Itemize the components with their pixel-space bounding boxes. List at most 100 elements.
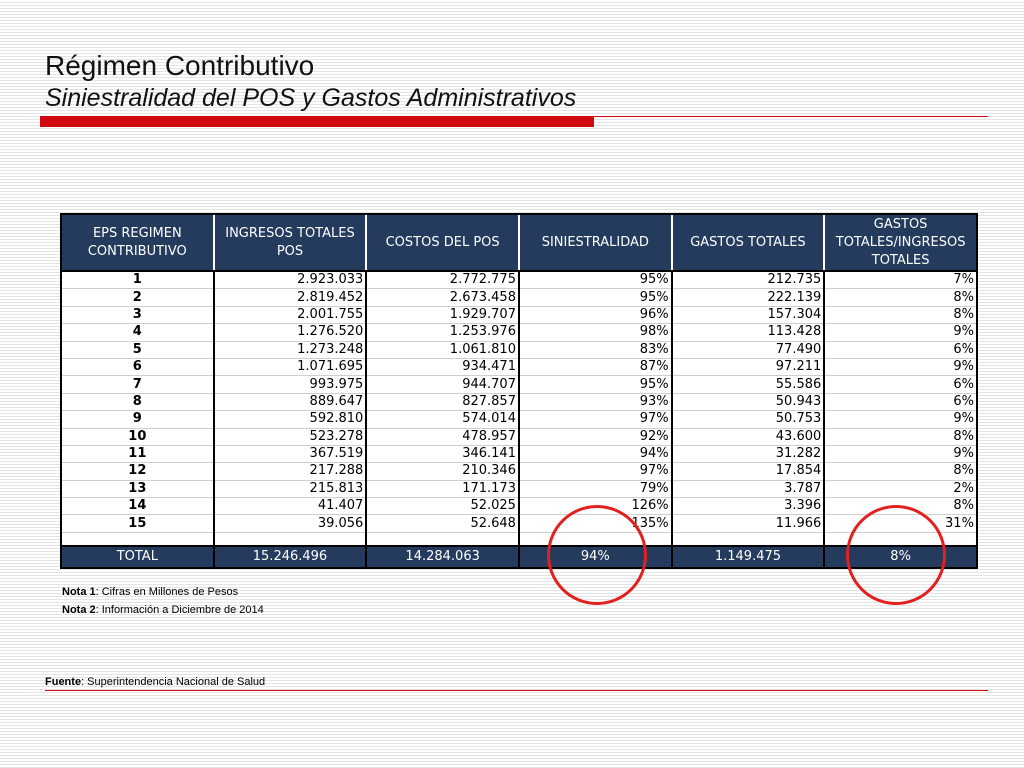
table-cell: 592.810 (212, 410, 367, 429)
header-siniestralidad: SINIESTRALIDAD (517, 213, 672, 272)
table-cell: 1.276.520 (212, 323, 367, 342)
eps-table-container: EPS REGIMEN CONTRIBUTIVO INGRESOS TOTALE… (60, 213, 978, 569)
table-row: 7 993.975 944.707 95% 55.586 6% (60, 375, 978, 394)
table-row: 11 367.519 346.141 94% 31.282 9% (60, 445, 978, 464)
table-cell: 1 (60, 271, 214, 290)
table-cell: 9 (60, 410, 214, 429)
table-cell: 93% (517, 393, 672, 412)
header-eps: EPS REGIMEN CONTRIBUTIVO (60, 213, 214, 272)
table-cell: 1.273.248 (212, 341, 367, 359)
table-row: 4 1.276.520 1.253.976 98% 113.428 9% (60, 323, 978, 342)
table-cell: 993.975 (212, 375, 367, 394)
table-cell: 827.857 (365, 393, 519, 412)
table-cell: 52.648 (365, 514, 519, 533)
table-cell: 2% (823, 480, 978, 499)
note-1-label: Nota 1 (62, 586, 96, 598)
table-cell: 98% (517, 323, 672, 342)
slide-subtitle: Siniestralidad del POS y Gastos Administ… (45, 84, 577, 112)
table-cell: 52.025 (365, 497, 519, 516)
table-cell: 2.001.755 (212, 306, 367, 325)
table-cell: 83% (517, 341, 672, 359)
header-gastos-ingresos: GASTOS TOTALES/INGRESOS TOTALES (823, 213, 978, 272)
table-cell: 8% (823, 428, 978, 446)
table-spacer-cell (60, 532, 214, 547)
table-cell: 2.673.458 (365, 288, 519, 307)
eps-table: EPS REGIMEN CONTRIBUTIVO INGRESOS TOTALE… (60, 213, 978, 569)
table-cell: 215.813 (212, 480, 367, 499)
table-cell: 944.707 (365, 375, 519, 394)
table-cell: 574.014 (365, 410, 519, 429)
table-cell: 6% (823, 341, 978, 359)
highlight-circle-siniestralidad (547, 505, 647, 605)
header-ingresos: INGRESOS TOTALES POS (212, 213, 367, 272)
title-accent-line (594, 116, 988, 117)
table-cell: 92% (517, 428, 672, 446)
table-cell: 157.304 (670, 306, 825, 325)
table-cell: 17.854 (670, 462, 825, 481)
table-cell: 934.471 (365, 358, 519, 377)
total-cell: 14.284.063 (365, 544, 519, 569)
table-cell: 171.173 (365, 480, 519, 499)
table-cell: 97.211 (670, 358, 825, 377)
note-1-text: : Cifras en Millones de Pesos (95, 586, 239, 598)
table-cell: 39.056 (212, 514, 367, 533)
table-cell: 2.923.033 (212, 271, 367, 290)
table-cell: 8 (60, 393, 214, 412)
table-row: 13 215.813 171.173 79% 3.787 2% (60, 480, 978, 499)
header-costos: COSTOS DEL POS (365, 213, 519, 272)
table-cell: 5 (60, 341, 214, 359)
table-cell: 87% (517, 358, 672, 377)
table-cell: 1.929.707 (365, 306, 519, 325)
highlight-circle-gastos-ingresos (846, 505, 946, 605)
table-cell: 222.139 (670, 288, 825, 307)
table-cell: 55.586 (670, 375, 825, 394)
table-row: 5 1.273.248 1.061.810 83% 77.490 6% (60, 341, 978, 359)
table-cell: 4 (60, 323, 214, 342)
table-row: 8 889.647 827.857 93% 50.943 6% (60, 393, 978, 412)
table-cell: 7 (60, 375, 214, 394)
table-cell: 3.396 (670, 497, 825, 516)
table-spacer-cell (365, 532, 519, 547)
source-note: Fuente: Superintendencia Nacional de Sal… (45, 676, 265, 688)
table-cell: 113.428 (670, 323, 825, 342)
table-cell: 11 (60, 445, 214, 464)
note-1: Nota 1: Cifras en Millones de Pesos (62, 586, 238, 598)
table-cell: 43.600 (670, 428, 825, 446)
table-cell: 96% (517, 306, 672, 325)
table-spacer-cell (670, 532, 825, 547)
table-cell: 94% (517, 445, 672, 464)
table-cell: 210.346 (365, 462, 519, 481)
table-row: 12 217.288 210.346 97% 17.854 8% (60, 462, 978, 481)
table-row: 9 592.810 574.014 97% 50.753 9% (60, 410, 978, 429)
table-spacer-row (60, 532, 978, 547)
table-cell: 95% (517, 288, 672, 307)
table-cell: 79% (517, 480, 672, 499)
source-text: : Superintendencia Nacional de Salud (81, 676, 266, 688)
table-cell: 14 (60, 497, 214, 516)
table-cell: 346.141 (365, 445, 519, 464)
table-header-row: EPS REGIMEN CONTRIBUTIVO INGRESOS TOTALE… (60, 213, 978, 272)
table-row: 1 2.923.033 2.772.775 95% 212.735 7% (60, 271, 978, 290)
table-cell: 95% (517, 375, 672, 394)
table-cell: 9% (823, 410, 978, 429)
table-cell: 8% (823, 462, 978, 481)
table-cell: 1.253.976 (365, 323, 519, 342)
table-row: 10 523.278 478.957 92% 43.600 8% (60, 428, 978, 446)
table-cell: 9% (823, 358, 978, 377)
table-cell: 889.647 (212, 393, 367, 412)
table-cell: 7% (823, 271, 978, 290)
table-cell: 6% (823, 393, 978, 412)
total-cell: 1.149.475 (670, 544, 825, 569)
table-cell: 50.753 (670, 410, 825, 429)
table-cell: 11.966 (670, 514, 825, 533)
title-accent-bar (40, 116, 594, 127)
table-cell: 2.772.775 (365, 271, 519, 290)
table-cell: 2.819.452 (212, 288, 367, 307)
table-cell: 367.519 (212, 445, 367, 464)
table-spacer-cell (212, 532, 367, 547)
table-cell: 212.735 (670, 271, 825, 290)
note-2: Nota 2: Información a Diciembre de 2014 (62, 604, 264, 616)
table-cell: 217.288 (212, 462, 367, 481)
table-cell: 478.957 (365, 428, 519, 446)
table-total-row: TOTAL 15.246.496 14.284.063 94% 1.149.475 8% (60, 544, 978, 569)
